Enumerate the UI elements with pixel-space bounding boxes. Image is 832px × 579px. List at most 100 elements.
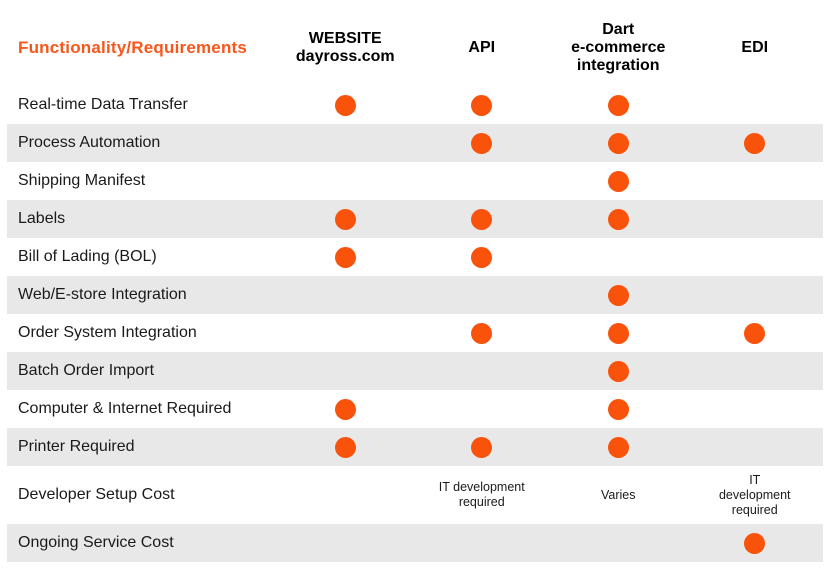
feature-dot-icon	[471, 94, 493, 116]
row-label: Batch Order Import	[18, 362, 155, 379]
table-cell-dart-ecommerce-integration	[550, 238, 687, 276]
header-functionality-requirements: Functionality/Requirements	[18, 38, 248, 57]
feature-dot-icon	[744, 322, 766, 344]
feature-dot-icon	[607, 170, 629, 192]
feature-dot-icon	[471, 132, 493, 154]
table-cell-dart-ecommerce-integration	[550, 200, 687, 238]
feature-dot-icon	[471, 246, 493, 268]
table-cell-website-dayross	[277, 200, 414, 238]
column-header-api: API	[468, 39, 496, 56]
table-row: Computer & Internet Required	[7, 390, 823, 428]
table-row: Web/E-store Integration	[7, 276, 823, 314]
comparison-table: Functionality/Requirements WEBSITE dayro…	[7, 0, 823, 562]
table-row: Batch Order Import	[7, 352, 823, 390]
feature-dot-icon	[334, 246, 356, 268]
row-label: Shipping Manifest	[18, 172, 146, 189]
table-cell-website-dayross	[277, 162, 414, 200]
table-row: Printer Required	[7, 428, 823, 466]
table-cell-api	[414, 314, 551, 352]
table-cell-edi	[687, 428, 824, 466]
table-row: Bill of Lading (BOL)	[7, 238, 823, 276]
cost-text: IT development required	[718, 472, 791, 517]
row-label: Web/E-store Integration	[18, 286, 187, 303]
table-row: Labels	[7, 200, 823, 238]
cost-text: IT development required	[438, 480, 525, 509]
table-body: Real-time Data Transfer Process Automatio…	[7, 86, 823, 562]
table-cell-edi: IT development required	[687, 466, 824, 524]
table-cell-dart-ecommerce-integration	[550, 314, 687, 352]
table-cell-edi	[687, 314, 824, 352]
table-header: Functionality/Requirements WEBSITE dayro…	[7, 0, 823, 86]
table-cell-dart-ecommerce-integration	[550, 524, 687, 562]
table-cell-edi	[687, 276, 824, 314]
feature-dot-icon	[607, 436, 629, 458]
table-cell-api	[414, 200, 551, 238]
table-cell-website-dayross	[277, 86, 414, 124]
table-cell-edi	[687, 86, 824, 124]
table-cell-dart-ecommerce-integration	[550, 276, 687, 314]
table-cell-dart-ecommerce-integration	[550, 390, 687, 428]
row-label: Real-time Data Transfer	[18, 96, 188, 113]
table-cell-api	[414, 524, 551, 562]
feature-dot-icon	[334, 94, 356, 116]
table-cell-edi	[687, 352, 824, 390]
feature-dot-icon	[471, 208, 493, 230]
table-row: Order System Integration	[7, 314, 823, 352]
table-cell-dart-ecommerce-integration	[550, 352, 687, 390]
feature-dot-icon	[607, 94, 629, 116]
row-label: Labels	[18, 210, 66, 227]
feature-dot-icon	[471, 322, 493, 344]
table-cell-api	[414, 238, 551, 276]
table-cell-api	[414, 390, 551, 428]
table-row: Shipping Manifest	[7, 162, 823, 200]
table-cell-edi	[687, 524, 824, 562]
feature-dot-icon	[607, 398, 629, 420]
table-row: Process Automation	[7, 124, 823, 162]
table-cell-website-dayross	[277, 124, 414, 162]
table-cell-edi	[687, 162, 824, 200]
row-label: Process Automation	[18, 134, 161, 151]
table-cell-api: IT development required	[414, 466, 551, 524]
row-label: Printer Required	[18, 438, 135, 455]
column-header-dart-ecommerce-integration: Dart e-commerce integration	[571, 21, 666, 74]
table-cell-website-dayross	[277, 238, 414, 276]
feature-dot-icon	[334, 208, 356, 230]
table-cell-api	[414, 162, 551, 200]
feature-dot-icon	[607, 284, 629, 306]
feature-dot-icon	[607, 132, 629, 154]
cost-text: Varies	[600, 487, 636, 502]
table-row: Real-time Data Transfer	[7, 86, 823, 124]
table-cell-dart-ecommerce-integration	[550, 86, 687, 124]
table-cell-website-dayross	[277, 276, 414, 314]
table-cell-edi	[687, 200, 824, 238]
row-label: Ongoing Service Cost	[18, 534, 174, 551]
table-cell-dart-ecommerce-integration: Varies	[550, 466, 687, 524]
table-cell-edi	[687, 124, 824, 162]
table-row: Developer Setup Cost IT development requi…	[7, 466, 823, 524]
table-cell-website-dayross	[277, 524, 414, 562]
table-cell-website-dayross	[277, 314, 414, 352]
table-cell-dart-ecommerce-integration	[550, 124, 687, 162]
column-header-edi: EDI	[741, 39, 769, 56]
table-cell-dart-ecommerce-integration	[550, 162, 687, 200]
feature-dot-icon	[607, 360, 629, 382]
feature-dot-icon	[744, 132, 766, 154]
column-header-website-dayross: WEBSITE dayross.com	[295, 30, 395, 65]
feature-dot-icon	[334, 436, 356, 458]
table-cell-dart-ecommerce-integration	[550, 428, 687, 466]
table-cell-website-dayross	[277, 466, 414, 524]
table-cell-website-dayross	[277, 352, 414, 390]
feature-dot-icon	[334, 398, 356, 420]
table-cell-edi	[687, 238, 824, 276]
feature-dot-icon	[744, 532, 766, 554]
table-row: Ongoing Service Cost	[7, 524, 823, 562]
feature-dot-icon	[471, 436, 493, 458]
table-cell-api	[414, 352, 551, 390]
row-label: Computer & Internet Required	[18, 400, 232, 417]
table-cell-api	[414, 428, 551, 466]
row-label: Order System Integration	[18, 324, 197, 341]
table-cell-edi	[687, 390, 824, 428]
table-cell-api	[414, 86, 551, 124]
table-cell-api	[414, 124, 551, 162]
table-cell-website-dayross	[277, 390, 414, 428]
